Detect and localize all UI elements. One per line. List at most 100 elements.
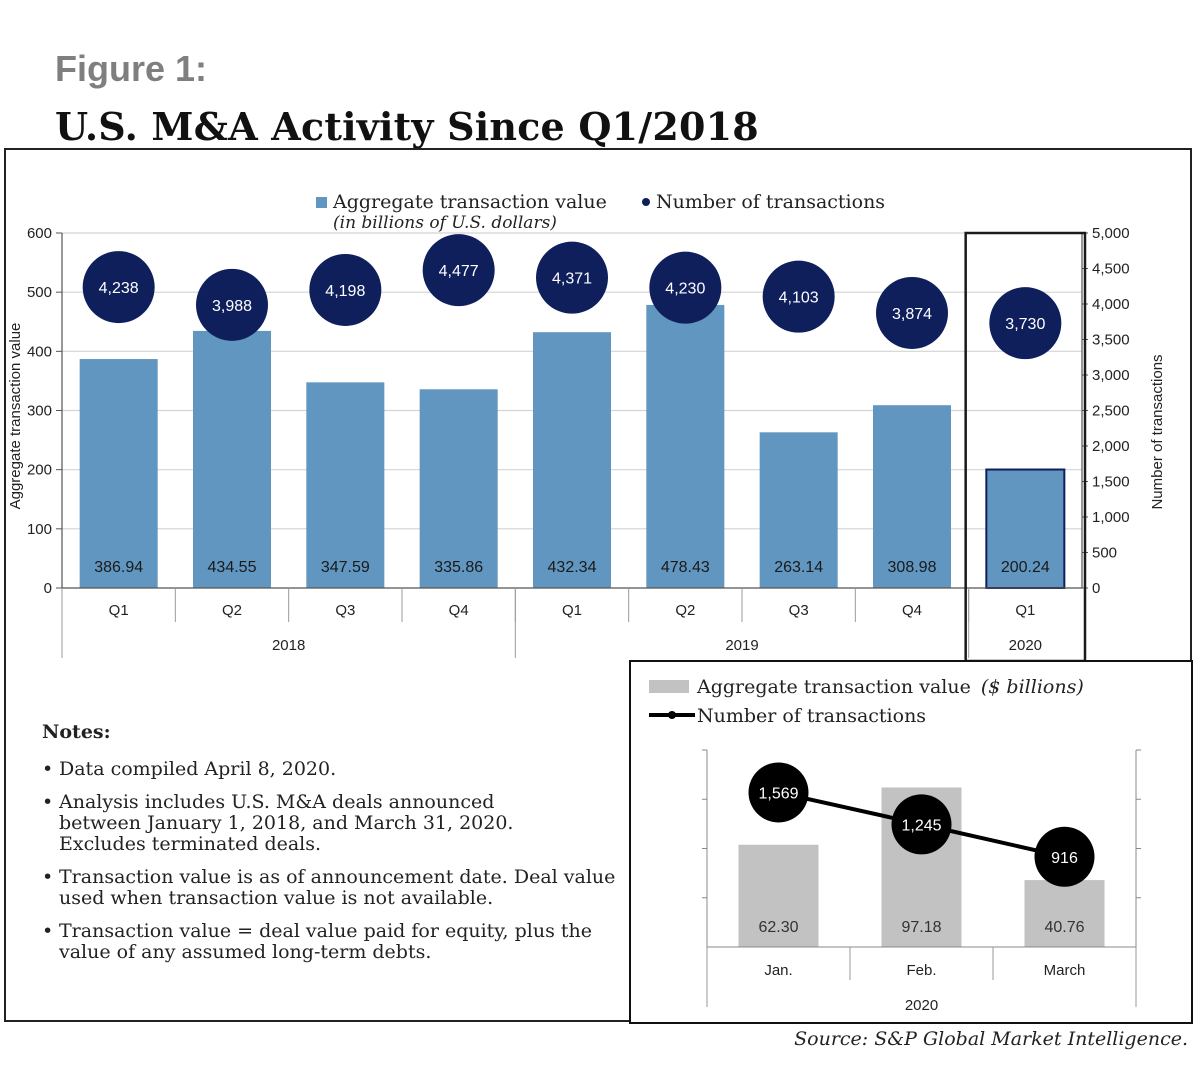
transaction-label: 4,198	[325, 283, 365, 300]
x-tick-label: Q3	[335, 602, 355, 619]
y-right-tick-label: 4,000	[1092, 296, 1130, 313]
inset-x-tick-label: Jan.	[764, 962, 792, 979]
inset-x-tick-label: March	[1044, 962, 1086, 979]
y-right-tick-label: 1,500	[1092, 474, 1130, 491]
transaction-bubble	[196, 268, 268, 341]
transaction-bubble	[762, 260, 835, 333]
transaction-bubble	[309, 253, 382, 326]
figure-title: U.S. M&A Activity Since Q1/2018	[55, 104, 759, 149]
transaction-bubble	[422, 234, 495, 307]
legend-dot-label: Number of transactions	[656, 191, 885, 213]
y-right-tick-label: 2,500	[1092, 403, 1130, 420]
bar-value-label: 347.59	[321, 559, 370, 576]
y-left-tick-label: 300	[27, 403, 52, 420]
figure-label: Figure 1:	[55, 48, 208, 89]
transaction-bubble	[82, 251, 155, 324]
y-right-tick-label: 3,000	[1092, 367, 1130, 384]
y-left-tick-label: 200	[27, 462, 52, 479]
inset-bar-value-label: 40.76	[1044, 919, 1084, 936]
inset-legend-bar-label: Aggregate transaction value ($ billions)	[696, 676, 1084, 698]
bar-value-label: 308.98	[888, 559, 937, 576]
notes-heading: Notes:	[42, 721, 111, 743]
y-right-tick-label: 4,500	[1092, 261, 1130, 278]
transaction-bubble	[649, 251, 722, 324]
y-left-tick-label: 0	[44, 580, 52, 597]
inset-transaction-bubble	[891, 794, 952, 855]
x-tick-label: Q2	[675, 602, 695, 619]
inset-transaction-bubble	[748, 762, 809, 823]
bar-value-label: 386.94	[94, 559, 143, 576]
inset-transaction-bubble	[1034, 826, 1095, 887]
legend-bar-label: Aggregate transaction value	[332, 191, 607, 213]
bar-value-label: 200.24	[1001, 559, 1050, 576]
y-left-tick-label: 100	[27, 521, 52, 538]
y-right-tick-label: 500	[1092, 545, 1117, 562]
transaction-bubble	[536, 241, 608, 314]
y-right-tick-label: 1,000	[1092, 509, 1130, 526]
year-label: 2019	[725, 637, 758, 654]
transaction-label: 4,230	[665, 281, 705, 298]
note-item: Transaction value = deal value paid for …	[42, 921, 619, 963]
bar	[419, 389, 498, 588]
y-left-tick-label: 600	[27, 225, 52, 242]
transaction-label: 4,371	[552, 271, 592, 288]
inset-group-label: 2020	[905, 997, 938, 1014]
y-right-tick-label: 2,000	[1092, 438, 1130, 455]
transaction-label: 3,874	[892, 306, 932, 323]
transaction-label: 3,988	[212, 298, 252, 315]
x-tick-label: Q1	[1015, 602, 1035, 619]
bar	[646, 304, 725, 588]
bar	[306, 382, 385, 588]
bar-value-label: 434.55	[208, 559, 257, 576]
inset-bar-value-label: 97.18	[901, 919, 941, 936]
inset-transaction-label: 1,245	[901, 817, 941, 834]
inset-legend-line-marker	[668, 711, 676, 719]
inset-transaction-label: 1,569	[758, 785, 798, 802]
transaction-label: 4,238	[99, 280, 139, 297]
figure-frame	[4, 148, 1192, 1022]
inset-bar	[738, 844, 819, 947]
y-left-tick-label: 500	[27, 284, 52, 301]
bar-value-label: 335.86	[434, 559, 483, 576]
y-right-tick-label: 5,000	[1092, 225, 1130, 242]
x-tick-label: Q1	[562, 602, 582, 619]
notes-block: Notes: Data compiled April 8, 2020. Anal…	[42, 722, 632, 975]
bar-value-label: 432.34	[548, 559, 597, 576]
legend-dot-swatch	[642, 198, 650, 206]
y-left-tick-label: 400	[27, 343, 52, 360]
y-axis-left-title: Aggregate transaction value	[7, 323, 24, 510]
bar	[759, 432, 838, 588]
transaction-label: 3,730	[1005, 316, 1045, 333]
bar	[985, 468, 1066, 589]
note-item: Analysis includes U.S. M&A deals announc…	[42, 792, 529, 855]
x-tick-label: Q4	[449, 602, 469, 619]
bar	[79, 359, 158, 588]
bar-value-label: 263.14	[774, 559, 823, 576]
inset-transaction-label: 916	[1051, 850, 1078, 867]
inset-legend-line-label: Number of transactions	[697, 705, 926, 727]
x-tick-label: Q4	[902, 602, 922, 619]
x-tick-label: Q1	[109, 602, 129, 619]
inset-x-tick-label: Feb.	[906, 962, 936, 979]
y-right-tick-label: 0	[1092, 580, 1100, 597]
x-tick-label: Q2	[222, 602, 242, 619]
note-item: Data compiled April 8, 2020.	[42, 759, 632, 781]
bar	[873, 405, 951, 588]
source-note: Source: S&P Global Market Intelligence.	[794, 1028, 1188, 1050]
note-item: Transaction value is as of announcement …	[42, 867, 634, 909]
y-axis-right-title: Number of transactions	[1149, 354, 1166, 509]
bar	[193, 330, 271, 588]
monthly-inset-chart: Aggregate transaction value ($ billions)…	[629, 660, 1193, 1024]
transaction-bubble	[989, 287, 1062, 360]
inset-bar-value-label: 62.30	[758, 919, 798, 936]
legend-bar-swatch	[316, 197, 327, 208]
legend-bar-sublabel: (in billions of U.S. dollars)	[333, 213, 557, 233]
year-label: 2018	[272, 637, 305, 654]
year-label: 2020	[1009, 637, 1042, 654]
inset-bar	[1024, 880, 1105, 947]
inset-legend-bar-swatch	[649, 680, 689, 693]
y-right-tick-label: 3,500	[1092, 332, 1130, 349]
transaction-label: 4,103	[779, 290, 819, 307]
x-tick-label: Q3	[789, 602, 809, 619]
transaction-bubble	[876, 276, 948, 349]
